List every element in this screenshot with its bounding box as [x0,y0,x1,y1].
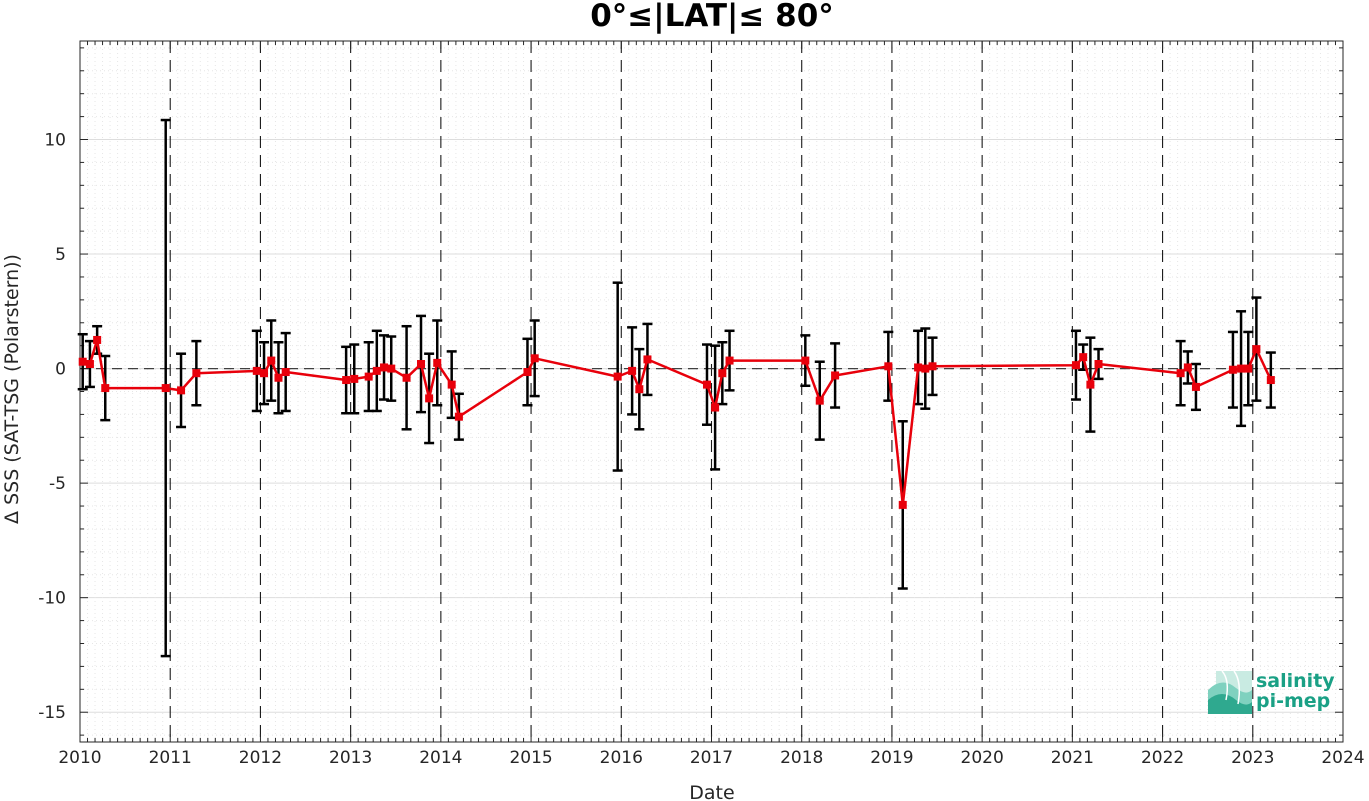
data-point-marker [628,366,637,375]
data-point-marker [635,385,644,394]
data-point-marker [530,354,539,363]
data-point-marker [1237,364,1246,373]
data-point-marker [801,356,810,365]
data-point-marker [267,356,276,365]
waves-icon [1208,670,1252,714]
data-point-marker [1191,382,1200,391]
series-markers [78,335,1275,509]
x-tick-label: 2021 [1051,748,1094,768]
data-point-marker [1094,360,1103,369]
data-point-marker [898,500,907,509]
data-point-marker [342,376,351,385]
data-point-marker [417,360,426,369]
chart-title: 0°≤|LAT|≤ 80° [590,0,834,34]
y-tick-label: 5 [55,245,66,265]
x-tick-labels: 2010 2011 2012 2013 2014 2015 2016 2017 2018 2019… [58,748,1364,768]
data-point-marker [454,412,463,421]
y-tick-label: 0 [55,360,66,380]
x-tick-label: 2017 [690,748,733,768]
data-point-marker [274,373,283,382]
data-point-marker [364,372,373,381]
data-point-marker [884,362,893,371]
data-point-marker [643,355,652,364]
x-tick-label: 2018 [780,748,823,768]
data-point-marker [78,357,87,366]
x-tick-label: 2022 [1141,748,1184,768]
x-tick-label: 2011 [149,748,192,768]
x-tick-label: 2012 [239,748,282,768]
data-point-marker [402,373,411,382]
y-tick-labels: 10 5 0 -5 -10 -15 [38,131,66,724]
data-point-marker [711,403,720,412]
data-point-marker [281,368,290,377]
data-point-marker [93,335,102,344]
x-axis-label: Date [689,782,734,801]
y-tick-label: -15 [38,703,66,723]
x-tick-label: 2014 [419,748,462,768]
x-tick-label: 2010 [58,748,101,768]
data-point-marker [1176,369,1185,378]
x-tick-label: 2013 [329,748,372,768]
data-point-marker [1086,380,1095,389]
x-tick-label: 2020 [961,748,1004,768]
data-point-marker [815,396,824,405]
x-tick-label: 2016 [600,748,643,768]
data-point-marker [831,371,840,380]
year-boundary-lines [169,41,1254,742]
data-point-marker [613,372,622,381]
data-point-marker [192,369,201,378]
data-point-marker [447,380,456,389]
data-point-marker [702,380,711,389]
data-point-marker [433,358,442,367]
data-point-marker [523,368,532,377]
data-point-marker [260,369,269,378]
axis-ticks [79,41,1344,742]
salinity-pi-mep-logo: salinity pi-mep [1208,670,1335,714]
data-point-marker [914,363,923,372]
data-point-marker [1183,363,1192,372]
logo-line1: salinity [1256,670,1335,692]
data-point-marker [725,356,734,365]
data-point-marker [85,360,94,369]
y-tick-label: 10 [44,131,66,151]
data-point-marker [921,364,930,373]
x-tick-label: 2023 [1231,748,1274,768]
data-point-marker [928,362,937,371]
data-point-marker [252,366,261,375]
data-point-marker [161,384,170,393]
data-point-marker [350,374,359,383]
logo-line2: pi-mep [1256,690,1330,712]
data-point-marker [1071,361,1080,370]
data-point-marker [425,394,434,403]
y-tick-label: -5 [49,474,66,494]
data-point-marker [1244,364,1253,373]
data-point-marker [380,363,389,372]
x-tick-label: 2019 [870,748,913,768]
x-tick-label: 2015 [509,748,552,768]
data-point-marker [1266,376,1275,385]
data-point-marker [1079,353,1088,362]
x-tick-label: 2024 [1321,748,1364,768]
data-point-marker [101,384,110,393]
data-point-marker [387,364,396,373]
data-point-marker [1252,345,1261,354]
data-point-marker [1228,365,1237,374]
y-axis-label: Δ SSS (SAT-TSG (Polarstern)) [1,254,23,524]
data-point-marker [177,386,186,395]
data-point-marker [718,369,727,378]
error-bars [77,118,1276,658]
data-point-marker [372,366,381,375]
y-tick-label: -10 [38,589,66,609]
